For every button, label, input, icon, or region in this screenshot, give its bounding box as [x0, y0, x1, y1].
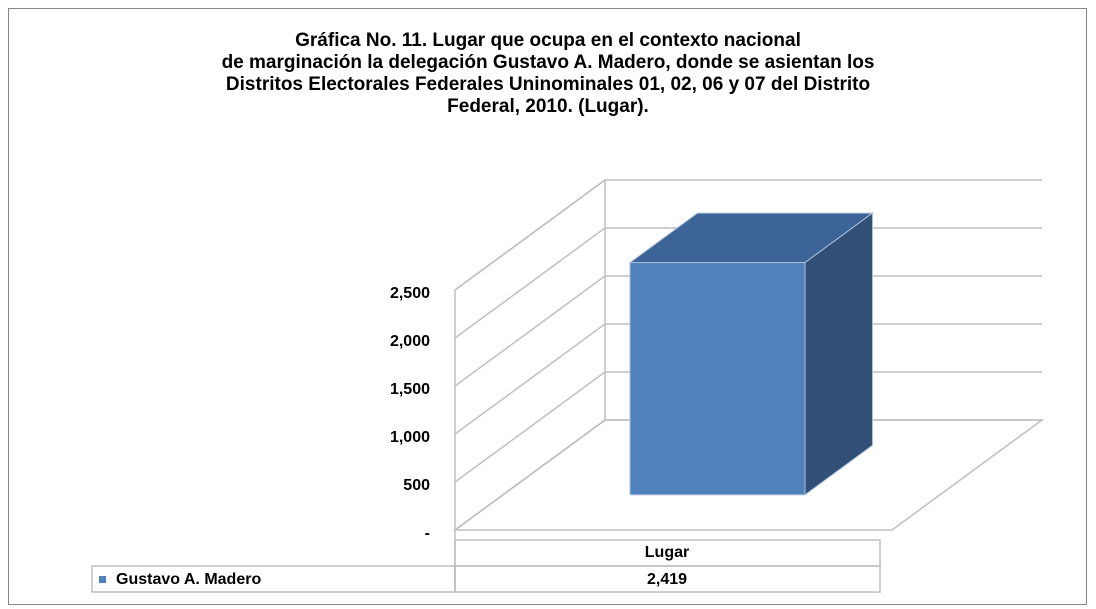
bar-side	[804, 212, 873, 496]
y-tick-label: 2,000	[390, 333, 430, 350]
category-label: Lugar	[645, 544, 689, 561]
table-value-cell	[454, 565, 881, 593]
grid-line	[454, 371, 1042, 483]
legend-swatch	[99, 576, 106, 583]
grid-line	[454, 227, 1042, 339]
y-tick-label: -	[425, 525, 430, 542]
data-label: 2,419	[647, 571, 687, 588]
legend-label: Gustavo A. Madero	[116, 571, 261, 588]
grid-line	[454, 179, 1042, 291]
y-tick-label: 2,500	[390, 285, 430, 302]
grid-line	[454, 275, 1042, 387]
y-tick-label: 1,500	[390, 381, 430, 398]
y-tick-label: 1,000	[390, 429, 430, 446]
grid-line	[454, 323, 1042, 435]
y-tick-label: 500	[403, 477, 430, 494]
chart-title: Gráfica No. 11. Lugar que ocupa en el co…	[221, 30, 875, 117]
grid-line	[454, 419, 1042, 531]
chart-frame	[8, 8, 1087, 605]
bar	[629, 262, 806, 496]
left-wall	[454, 178, 606, 532]
